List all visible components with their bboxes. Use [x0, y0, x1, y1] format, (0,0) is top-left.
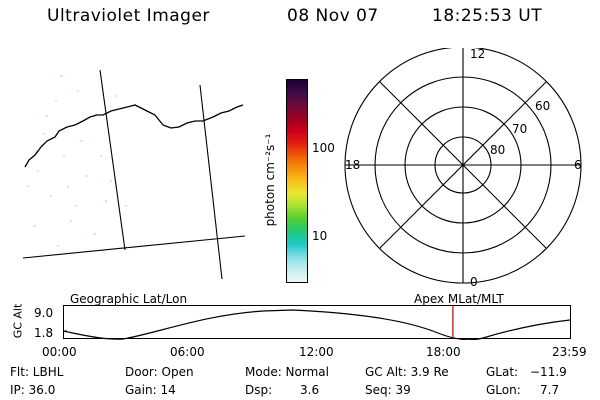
lat-label-80: 80 [490, 143, 505, 157]
glat-label: GLat: [486, 365, 519, 379]
timeline-y-tick-top: 9.0 [34, 306, 54, 320]
lat-label-70: 70 [512, 122, 527, 136]
timeline-left-caption: Geographic Lat/Lon [70, 292, 188, 306]
dsp-value: 3.6 [300, 383, 320, 397]
polar-plot: 12 0 18 6 60 70 80 [344, 48, 582, 289]
polar-grid [344, 48, 582, 284]
mlt-label-6: 6 [574, 158, 582, 172]
colorbar [286, 79, 308, 283]
timeline-x-tick-1200: 12:00 [299, 345, 334, 359]
timeline-x-tick-0600: 06:00 [170, 345, 205, 359]
timeline-x-tick-1800: 18:00 [426, 345, 461, 359]
filter-status: Flt: LBHL [10, 365, 64, 379]
coastline [24, 104, 244, 168]
timeline-x-tick-2359: 23:59 [552, 345, 587, 359]
mode-status: Mode: Normal [245, 365, 329, 379]
mlt-label-18: 18 [345, 158, 360, 172]
seq-status: Seq: 39 [365, 383, 411, 397]
timeline-x-tick-0000: 00:00 [42, 345, 77, 359]
date-label: 08 Nov 07 [287, 6, 379, 26]
dsp-label: Dsp: [245, 383, 273, 397]
timeline-y-tick-bottom: 1.8 [34, 326, 54, 340]
orbit-timeline [63, 305, 571, 340]
time-label: 18:25:53 UT [432, 6, 543, 26]
colorbar-tick-100: 100 [312, 141, 335, 155]
lat-lon-grid [22, 69, 246, 280]
door-status: Door: Open [125, 365, 194, 379]
colorbar-tick-10: 10 [312, 229, 328, 243]
glon-label: GLon: [486, 383, 521, 397]
instrument-title: Ultraviolet Imager [47, 6, 210, 26]
mlt-label-0: 0 [470, 275, 478, 289]
altitude-curve [63, 309, 571, 340]
lat-label-60: 60 [535, 99, 550, 113]
glat-value: −11.9 [530, 365, 567, 379]
glon-value: 7.7 [540, 383, 560, 397]
gain-status: Gain: 14 [125, 383, 176, 397]
timeline-y-label: GC Alt [11, 303, 25, 339]
auroral-speckle [27, 75, 127, 247]
timeline-frame [63, 305, 571, 339]
timeline-right-caption: Apex MLat/MLT [414, 292, 504, 306]
geographic-map [22, 69, 246, 280]
mlt-label-12: 12 [470, 48, 485, 61]
ip-status: IP: 36.0 [10, 383, 56, 397]
gc-alt-status: GC Alt: 3.9 Re [365, 365, 449, 379]
colorbar-unit-label: photon cm⁻²s⁻¹ [263, 133, 277, 227]
